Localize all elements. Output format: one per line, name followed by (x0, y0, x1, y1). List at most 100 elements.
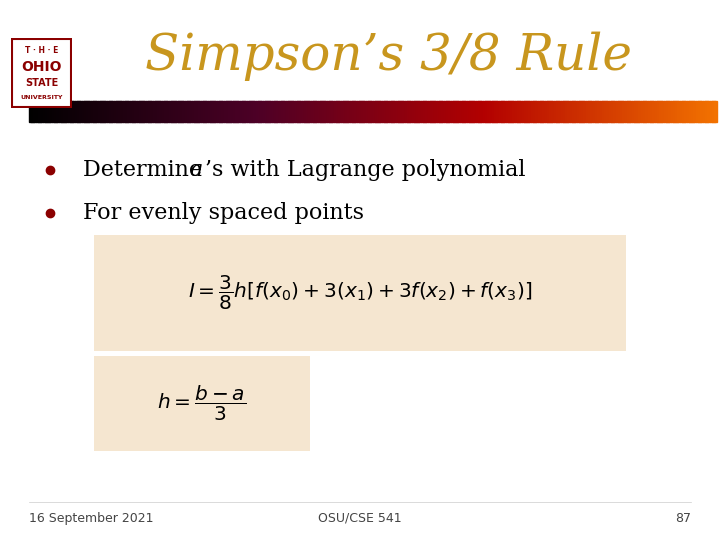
Bar (693, 101, 696, 122)
Bar (393, 101, 396, 122)
Bar (627, 101, 630, 122)
Bar (292, 101, 295, 122)
Text: 16 September 2021: 16 September 2021 (29, 512, 153, 525)
Bar (387, 101, 390, 122)
Bar (95, 101, 99, 122)
Bar (631, 101, 634, 122)
Bar (308, 101, 312, 122)
Bar (75, 101, 78, 122)
Bar (501, 101, 504, 122)
Bar (98, 101, 101, 122)
Bar (176, 101, 179, 122)
Bar (577, 101, 580, 122)
Bar (682, 101, 685, 122)
Bar (47, 101, 50, 122)
FancyBboxPatch shape (12, 39, 71, 106)
Bar (178, 101, 181, 122)
Text: $I = \dfrac{3}{8}h\left[f(x_0)+3(x_1)+3f(x_2)+f(x_3)\right]$: $I = \dfrac{3}{8}h\left[f(x_0)+3(x_1)+3f… (188, 274, 532, 312)
Bar (675, 101, 678, 122)
Bar (471, 101, 474, 122)
Bar (221, 101, 225, 122)
Bar (235, 101, 238, 122)
Bar (508, 101, 511, 122)
Text: T · H · E: T · H · E (24, 46, 58, 55)
Bar (93, 101, 96, 122)
Bar (552, 101, 554, 122)
Bar (253, 101, 256, 122)
Bar (215, 101, 217, 122)
Bar (166, 101, 169, 122)
Bar (526, 101, 529, 122)
Bar (616, 101, 618, 122)
Bar (265, 101, 268, 122)
Bar (402, 101, 405, 122)
Bar (474, 101, 477, 122)
Bar (203, 101, 206, 122)
Bar (336, 101, 339, 122)
Bar (588, 101, 591, 122)
Bar (132, 101, 135, 122)
Bar (238, 101, 240, 122)
Bar (89, 101, 91, 122)
Bar (66, 101, 68, 122)
Bar (414, 101, 417, 122)
Bar (109, 101, 112, 122)
Bar (620, 101, 623, 122)
Bar (364, 101, 366, 122)
Bar (492, 101, 495, 122)
Bar (563, 101, 566, 122)
Bar (670, 101, 674, 122)
Bar (664, 101, 667, 122)
Bar (38, 101, 41, 122)
Bar (240, 101, 243, 122)
Bar (228, 101, 231, 122)
Bar (490, 101, 492, 122)
Bar (558, 101, 562, 122)
Bar (343, 101, 346, 122)
Bar (701, 101, 703, 122)
Bar (212, 101, 215, 122)
Bar (63, 101, 66, 122)
Bar (224, 101, 227, 122)
Bar (226, 101, 229, 122)
Bar (426, 101, 428, 122)
Bar (263, 101, 266, 122)
Bar (61, 101, 64, 122)
Bar (246, 101, 250, 122)
Bar (286, 101, 289, 122)
Bar (400, 101, 403, 122)
Bar (187, 101, 190, 122)
Bar (549, 101, 552, 122)
Bar (157, 101, 160, 122)
Bar (476, 101, 479, 122)
Bar (698, 101, 701, 122)
Bar (657, 101, 660, 122)
Bar (561, 101, 564, 122)
Bar (606, 101, 609, 122)
Bar (377, 101, 380, 122)
Bar (459, 101, 463, 122)
Bar (171, 101, 174, 122)
Bar (517, 101, 520, 122)
Bar (659, 101, 662, 122)
Bar (439, 101, 442, 122)
Bar (540, 101, 543, 122)
Bar (423, 101, 426, 122)
Bar (269, 101, 272, 122)
Bar (538, 101, 541, 122)
Bar (673, 101, 676, 122)
Bar (687, 101, 690, 122)
Bar (155, 101, 158, 122)
Bar (315, 101, 318, 122)
Bar (199, 101, 202, 122)
Bar (444, 101, 446, 122)
Bar (467, 101, 469, 122)
Bar (318, 101, 320, 122)
Bar (654, 101, 657, 122)
Bar (302, 101, 305, 122)
Bar (453, 101, 456, 122)
Bar (485, 101, 488, 122)
Bar (329, 101, 332, 122)
Bar (579, 101, 582, 122)
Bar (575, 101, 577, 122)
